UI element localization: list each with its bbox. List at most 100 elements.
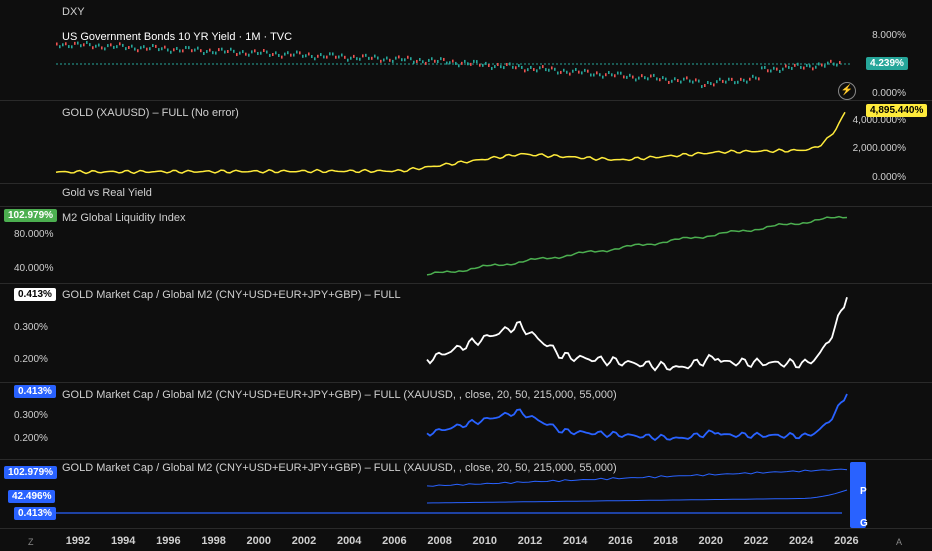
yield-candle xyxy=(332,52,334,56)
yield-candle xyxy=(500,65,502,69)
yield-candle xyxy=(470,62,472,66)
m2-value-badge: 102.979% xyxy=(4,209,58,222)
yield-candle xyxy=(743,78,745,82)
yield-candle xyxy=(830,59,832,63)
yield-candle xyxy=(641,74,643,78)
yield-candle xyxy=(677,79,679,83)
yield-candle xyxy=(179,49,181,53)
yield-candle xyxy=(584,68,586,72)
yield-candle xyxy=(368,56,370,60)
yield-candle xyxy=(152,44,154,48)
pane-title-ratio-params2: GOLD Market Cap / Global M2 (CNY+USD+EUR… xyxy=(62,462,617,474)
yield-candle xyxy=(248,53,250,57)
yield-candle xyxy=(125,47,127,51)
yield-candle xyxy=(617,71,619,75)
yield-candle xyxy=(656,77,658,81)
lightning-icon[interactable]: ⚡ xyxy=(838,82,856,100)
yield-candle xyxy=(170,50,172,54)
pane-ratio-params2[interactable]: GOLD Market Cap / Global M2 (CNY+USD+EUR… xyxy=(0,460,932,528)
pane-title-gold: GOLD (XAUUSD) – FULL (No error) xyxy=(62,107,239,119)
pane3-badge-c: 0.413% xyxy=(14,507,56,520)
yield-candle xyxy=(80,44,82,48)
yield-candle xyxy=(680,80,682,84)
yield-candle xyxy=(356,57,358,61)
yield-candle xyxy=(800,65,802,69)
yield-candle xyxy=(668,80,670,84)
yield-candle xyxy=(251,50,253,54)
yield-candle xyxy=(122,43,124,47)
pane-ratio[interactable]: GOLD Market Cap / Global M2 (CNY+USD+EUR… xyxy=(0,284,932,383)
zoom-icon[interactable]: Z xyxy=(28,537,34,547)
yield-candle xyxy=(158,48,160,52)
pane-gold-vs-real[interactable]: Gold vs Real Yield xyxy=(0,184,932,207)
pane-yield[interactable]: DXY US Government Bonds 10 YR Yield · 1M… xyxy=(0,0,932,101)
time-axis-tick: 2022 xyxy=(743,535,769,547)
yield-candle xyxy=(827,61,829,65)
yield-candle xyxy=(173,48,175,52)
yield-candle xyxy=(410,57,412,61)
pane3-series-a xyxy=(426,468,848,487)
yield-candle xyxy=(143,45,145,49)
axis-label: 0.200% xyxy=(14,433,48,444)
m2-liquidity-line xyxy=(426,215,848,276)
yield-candle xyxy=(626,75,628,79)
pane3-badge-b: 42.496% xyxy=(8,490,56,503)
yield-candle xyxy=(419,57,421,61)
yield-candle xyxy=(737,80,739,84)
yield-candle xyxy=(221,47,223,51)
yield-candle xyxy=(269,53,271,57)
yield-candle xyxy=(305,54,307,58)
yield-candle xyxy=(185,45,187,49)
yield-candle xyxy=(503,66,505,70)
yield-candle xyxy=(545,68,547,72)
yield-candle xyxy=(317,54,319,58)
yield-candle xyxy=(296,50,298,54)
yield-candle xyxy=(707,80,709,84)
price-scale-handle[interactable]: P G xyxy=(850,462,868,529)
yield-candle xyxy=(239,51,241,55)
yield-candle xyxy=(119,42,121,46)
time-axis[interactable]: Z 1992 1994 1996 1998 2000 2002 2004 2006 2008 20… xyxy=(0,528,932,551)
yield-candle xyxy=(770,69,772,73)
yield-candle xyxy=(323,55,325,59)
yield-candle xyxy=(71,45,73,49)
yield-candle xyxy=(65,42,67,46)
yield-candle xyxy=(557,71,559,75)
yield-candle xyxy=(806,63,808,67)
pane-gold[interactable]: GOLD (XAUUSD) – FULL (No error) 4,000.00… xyxy=(0,101,932,184)
yield-candle xyxy=(608,71,610,75)
time-axis-tick: 2024 xyxy=(788,535,814,547)
yield-candle xyxy=(422,60,424,64)
yield-candle xyxy=(647,77,649,81)
pane-title-ratio: GOLD Market Cap / Global M2 (CNY+USD+EUR… xyxy=(62,289,401,301)
yield-candle xyxy=(449,61,451,65)
yield-candle xyxy=(560,70,562,74)
yield-candle xyxy=(338,55,340,59)
yield-candle xyxy=(443,57,445,61)
yield-candle xyxy=(326,55,328,59)
auto-scale-icon[interactable]: A xyxy=(896,537,903,547)
yield-candle xyxy=(734,81,736,85)
yield-candle xyxy=(836,63,838,67)
yield-candle xyxy=(446,61,448,65)
yield-candle xyxy=(539,66,541,70)
yield-candle xyxy=(260,51,262,55)
ratio-line-white xyxy=(426,296,848,372)
pane-title-yield: US Government Bonds 10 YR Yield · 1M · T… xyxy=(62,31,293,43)
yield-candle xyxy=(293,53,295,57)
yield-candle xyxy=(437,60,439,64)
yield-candle xyxy=(113,45,115,49)
yield-candle xyxy=(722,79,724,83)
yield-candle xyxy=(791,66,793,70)
yield-candle xyxy=(767,69,769,73)
pane-m2[interactable]: M2 Global Liquidity Index 102.979% 80.00… xyxy=(0,207,932,284)
time-axis-tick: 1992 xyxy=(65,535,91,547)
yield-candle xyxy=(674,77,676,81)
yield-candle xyxy=(614,74,616,78)
yield-candle xyxy=(359,57,361,61)
yield-candle xyxy=(797,62,799,66)
axis-label: 0.000% xyxy=(872,172,906,183)
pane-ratio-params[interactable]: GOLD Market Cap / Global M2 (CNY+USD+EUR… xyxy=(0,383,932,460)
yield-candle xyxy=(425,61,427,65)
